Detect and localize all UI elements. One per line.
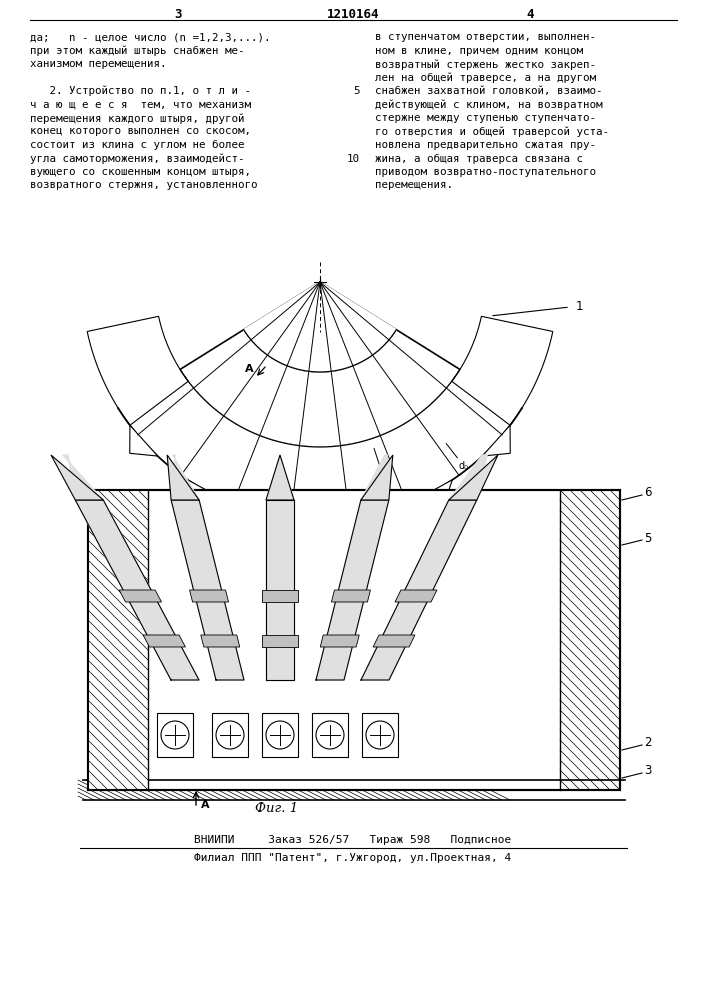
Text: при этом каждый штырь снабжен ме-: при этом каждый штырь снабжен ме-: [30, 45, 245, 56]
Text: конец которого выполнен со скосом,: конец которого выполнен со скосом,: [30, 126, 251, 136]
Text: лен на общей траверсе, а на другом: лен на общей траверсе, а на другом: [375, 73, 596, 83]
Polygon shape: [266, 500, 294, 680]
Text: 1210164: 1210164: [327, 7, 379, 20]
Circle shape: [366, 721, 394, 749]
Text: перемещения каждого штыря, другой: перемещения каждого штыря, другой: [30, 113, 245, 123]
Text: A: A: [201, 800, 209, 810]
Polygon shape: [395, 590, 437, 602]
Text: жина, а общая траверса связана с: жина, а общая траверса связана с: [375, 153, 583, 164]
Polygon shape: [266, 455, 294, 500]
Polygon shape: [75, 500, 199, 680]
Text: 3: 3: [174, 7, 182, 20]
Text: стержне между ступенью ступенчато-: стержне между ступенью ступенчато-: [375, 113, 596, 123]
Polygon shape: [51, 455, 103, 500]
Text: действующей с клином, на возвратном: действующей с клином, на возвратном: [375, 100, 602, 110]
Text: 6: 6: [644, 487, 651, 499]
Text: да;   n - целое число (n =1,2,3,...).: да; n - целое число (n =1,2,3,...).: [30, 32, 271, 42]
Text: d₀: d₀: [458, 461, 469, 471]
Polygon shape: [373, 635, 415, 647]
Polygon shape: [260, 512, 301, 534]
Polygon shape: [201, 635, 240, 647]
Text: возвратный стержень жестко закреп-: возвратный стержень жестко закреп-: [375, 59, 596, 70]
Polygon shape: [119, 590, 161, 602]
Circle shape: [216, 721, 244, 749]
Text: Фиг. 1: Фиг. 1: [255, 802, 298, 814]
Text: 1: 1: [576, 300, 583, 314]
Bar: [262, 713, 298, 757]
Polygon shape: [320, 635, 359, 647]
Text: перемещения.: перемещения.: [375, 180, 453, 190]
Polygon shape: [361, 500, 477, 680]
Polygon shape: [361, 455, 389, 500]
Text: приводом возвратно-поступательного: приводом возвратно-поступательного: [375, 167, 596, 177]
Text: состоит из клина с углом не более: состоит из клина с углом не более: [30, 140, 245, 150]
Polygon shape: [339, 512, 380, 534]
Text: 10: 10: [347, 153, 360, 163]
Text: 2. Устройство по п.1, о т л и -: 2. Устройство по п.1, о т л и -: [30, 86, 251, 97]
Text: 5: 5: [644, 532, 651, 544]
Text: ч а ю щ е е с я  тем, что механизм: ч а ю щ е е с я тем, что механизм: [30, 100, 251, 109]
Text: го отверстия и общей траверсой уста-: го отверстия и общей траверсой уста-: [375, 126, 609, 137]
Polygon shape: [118, 369, 522, 520]
Polygon shape: [130, 425, 158, 456]
Text: 4: 4: [526, 7, 534, 20]
Polygon shape: [452, 316, 553, 425]
Bar: [362, 713, 398, 757]
Polygon shape: [189, 590, 228, 602]
Polygon shape: [332, 590, 370, 602]
Polygon shape: [266, 455, 294, 500]
Text: угла самоторможения, взаимодейст-: угла самоторможения, взаимодейст-: [30, 153, 245, 164]
Text: 5: 5: [354, 86, 360, 96]
Text: вующего со скошенным концом штыря,: вующего со скошенным концом штыря,: [30, 167, 251, 177]
Polygon shape: [361, 455, 393, 500]
Polygon shape: [316, 500, 389, 680]
Text: 3: 3: [644, 764, 651, 778]
Circle shape: [316, 721, 344, 749]
Circle shape: [161, 721, 189, 749]
Text: ном в клине, причем одним концом: ном в клине, причем одним концом: [375, 45, 583, 55]
Text: Филиал ППП "Патент", г.Ужгород, ул.Проектная, 4: Филиал ППП "Патент", г.Ужгород, ул.Проек…: [194, 853, 512, 863]
Text: в ступенчатом отверстии, выполнен-: в ступенчатом отверстии, выполнен-: [375, 32, 596, 42]
Text: A: A: [245, 364, 253, 374]
Bar: [212, 713, 248, 757]
Polygon shape: [244, 282, 397, 372]
Polygon shape: [262, 635, 298, 647]
Polygon shape: [449, 455, 498, 500]
Polygon shape: [482, 425, 510, 456]
Polygon shape: [416, 480, 452, 506]
Polygon shape: [449, 455, 487, 500]
Text: новлена предварительно сжатая пру-: новлена предварительно сжатая пру-: [375, 140, 596, 150]
Bar: [157, 713, 193, 757]
Text: возвратного стержня, установленного: возвратного стержня, установленного: [30, 180, 257, 190]
Bar: [88, 490, 620, 790]
Bar: [312, 713, 348, 757]
Polygon shape: [143, 635, 185, 647]
Polygon shape: [63, 455, 103, 500]
Text: снабжен захватной головкой, взаимо-: снабжен захватной головкой, взаимо-: [375, 86, 602, 96]
Text: 2: 2: [644, 736, 651, 750]
Polygon shape: [167, 455, 199, 500]
Polygon shape: [187, 480, 224, 506]
Text: dш: dш: [375, 470, 390, 480]
Bar: [88, 490, 148, 790]
Polygon shape: [171, 455, 199, 500]
Circle shape: [266, 721, 294, 749]
Polygon shape: [87, 316, 188, 425]
Text: ВНИИПИ     Заказ 526/57   Тираж 598   Подписное: ВНИИПИ Заказ 526/57 Тираж 598 Подписное: [194, 835, 512, 845]
Polygon shape: [171, 500, 244, 680]
Text: ханизмом перемещения.: ханизмом перемещения.: [30, 59, 167, 69]
Polygon shape: [262, 590, 298, 602]
